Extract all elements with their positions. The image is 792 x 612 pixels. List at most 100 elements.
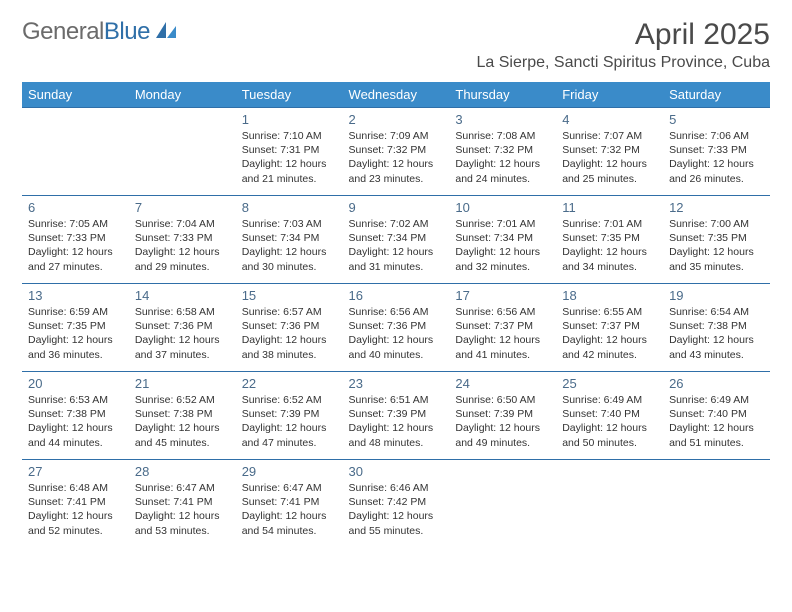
day-number: 4	[562, 112, 657, 127]
sunset-text: Sunset: 7:38 PM	[135, 407, 230, 421]
calendar-body: 1Sunrise: 7:10 AMSunset: 7:31 PMDaylight…	[22, 108, 770, 548]
daylight-text: Daylight: 12 hours and 26 minutes.	[669, 157, 764, 185]
day-info: Sunrise: 6:47 AMSunset: 7:41 PMDaylight:…	[242, 481, 337, 538]
day-info: Sunrise: 7:06 AMSunset: 7:33 PMDaylight:…	[669, 129, 764, 186]
calendar-week: 27Sunrise: 6:48 AMSunset: 7:41 PMDayligh…	[22, 460, 770, 548]
day-info: Sunrise: 7:00 AMSunset: 7:35 PMDaylight:…	[669, 217, 764, 274]
day-header: Thursday	[449, 82, 556, 108]
sunrise-text: Sunrise: 7:03 AM	[242, 217, 337, 231]
day-info: Sunrise: 6:52 AMSunset: 7:38 PMDaylight:…	[135, 393, 230, 450]
day-info: Sunrise: 6:53 AMSunset: 7:38 PMDaylight:…	[28, 393, 123, 450]
day-number: 18	[562, 288, 657, 303]
day-info: Sunrise: 7:01 AMSunset: 7:35 PMDaylight:…	[562, 217, 657, 274]
day-info: Sunrise: 7:03 AMSunset: 7:34 PMDaylight:…	[242, 217, 337, 274]
calendar-day: 19 Sunrise: 6:54 AMSunset: 7:38 PMDayligh…	[663, 284, 770, 372]
daylight-text: Daylight: 12 hours and 49 minutes.	[455, 421, 550, 449]
daylight-text: Daylight: 12 hours and 47 minutes.	[242, 421, 337, 449]
day-number: 24	[455, 376, 550, 391]
brand-name: GeneralBlue	[22, 18, 150, 46]
page-title: April 2025	[477, 18, 770, 52]
calendar-day-empty	[129, 108, 236, 196]
sunrise-text: Sunrise: 7:02 AM	[349, 217, 444, 231]
sunrise-text: Sunrise: 6:55 AM	[562, 305, 657, 319]
sunrise-text: Sunrise: 6:47 AM	[135, 481, 230, 495]
sunrise-text: Sunrise: 7:04 AM	[135, 217, 230, 231]
sunrise-text: Sunrise: 6:52 AM	[135, 393, 230, 407]
sunset-text: Sunset: 7:39 PM	[349, 407, 444, 421]
sunrise-text: Sunrise: 6:50 AM	[455, 393, 550, 407]
day-info: Sunrise: 7:01 AMSunset: 7:34 PMDaylight:…	[455, 217, 550, 274]
sunrise-text: Sunrise: 7:05 AM	[28, 217, 123, 231]
sunset-text: Sunset: 7:31 PM	[242, 143, 337, 157]
day-number: 11	[562, 200, 657, 215]
day-number: 28	[135, 464, 230, 479]
day-number: 22	[242, 376, 337, 391]
day-number: 6	[28, 200, 123, 215]
sunrise-text: Sunrise: 6:56 AM	[349, 305, 444, 319]
sunset-text: Sunset: 7:32 PM	[349, 143, 444, 157]
day-number: 19	[669, 288, 764, 303]
daylight-text: Daylight: 12 hours and 30 minutes.	[242, 245, 337, 273]
day-number: 29	[242, 464, 337, 479]
day-number: 7	[135, 200, 230, 215]
sunset-text: Sunset: 7:33 PM	[669, 143, 764, 157]
sunrise-text: Sunrise: 6:54 AM	[669, 305, 764, 319]
daylight-text: Daylight: 12 hours and 32 minutes.	[455, 245, 550, 273]
calendar-day-empty	[22, 108, 129, 196]
day-info: Sunrise: 7:08 AMSunset: 7:32 PMDaylight:…	[455, 129, 550, 186]
day-number: 14	[135, 288, 230, 303]
sunset-text: Sunset: 7:37 PM	[562, 319, 657, 333]
calendar-day: 18 Sunrise: 6:55 AMSunset: 7:37 PMDayligh…	[556, 284, 663, 372]
day-info: Sunrise: 6:50 AMSunset: 7:39 PMDaylight:…	[455, 393, 550, 450]
day-number: 2	[349, 112, 444, 127]
calendar-day: 4 Sunrise: 7:07 AMSunset: 7:32 PMDaylight…	[556, 108, 663, 196]
daylight-text: Daylight: 12 hours and 55 minutes.	[349, 509, 444, 537]
day-info: Sunrise: 6:56 AMSunset: 7:36 PMDaylight:…	[349, 305, 444, 362]
calendar-day: 8Sunrise: 7:03 AMSunset: 7:34 PMDaylight…	[236, 196, 343, 284]
sunrise-text: Sunrise: 7:10 AM	[242, 129, 337, 143]
calendar-day: 20 Sunrise: 6:53 AMSunset: 7:38 PMDayligh…	[22, 372, 129, 460]
sunrise-text: Sunrise: 7:01 AM	[455, 217, 550, 231]
day-info: Sunrise: 6:52 AMSunset: 7:39 PMDaylight:…	[242, 393, 337, 450]
calendar-day: 25Sunrise: 6:49 AMSunset: 7:40 PMDayligh…	[556, 372, 663, 460]
calendar-day: 17Sunrise: 6:56 AMSunset: 7:37 PMDayligh…	[449, 284, 556, 372]
daylight-text: Daylight: 12 hours and 31 minutes.	[349, 245, 444, 273]
calendar-day: 28Sunrise: 6:47 AMSunset: 7:41 PMDayligh…	[129, 460, 236, 548]
day-info: Sunrise: 6:48 AMSunset: 7:41 PMDaylight:…	[28, 481, 123, 538]
day-info: Sunrise: 6:58 AMSunset: 7:36 PMDaylight:…	[135, 305, 230, 362]
day-header: Sunday	[22, 82, 129, 108]
sunset-text: Sunset: 7:36 PM	[349, 319, 444, 333]
day-number: 12	[669, 200, 764, 215]
daylight-text: Daylight: 12 hours and 36 minutes.	[28, 333, 123, 361]
day-number: 20	[28, 376, 123, 391]
daylight-text: Daylight: 12 hours and 51 minutes.	[669, 421, 764, 449]
calendar-day: 7Sunrise: 7:04 AMSunset: 7:33 PMDaylight…	[129, 196, 236, 284]
calendar-day: 24 Sunrise: 6:50 AMSunset: 7:39 PMDayligh…	[449, 372, 556, 460]
calendar-day: 3Sunrise: 7:08 AMSunset: 7:32 PMDaylight…	[449, 108, 556, 196]
day-number: 26	[669, 376, 764, 391]
day-info: Sunrise: 6:49 AMSunset: 7:40 PMDaylight:…	[669, 393, 764, 450]
sunrise-text: Sunrise: 7:09 AM	[349, 129, 444, 143]
sunrise-text: Sunrise: 6:59 AM	[28, 305, 123, 319]
calendar-day: 29 Sunrise: 6:47 AMSunset: 7:41 PMDayligh…	[236, 460, 343, 548]
calendar-day: 16Sunrise: 6:56 AMSunset: 7:36 PMDayligh…	[343, 284, 450, 372]
daylight-text: Daylight: 12 hours and 24 minutes.	[455, 157, 550, 185]
day-number: 25	[562, 376, 657, 391]
daylight-text: Daylight: 12 hours and 21 minutes.	[242, 157, 337, 185]
daylight-text: Daylight: 12 hours and 40 minutes.	[349, 333, 444, 361]
daylight-text: Daylight: 12 hours and 43 minutes.	[669, 333, 764, 361]
calendar-day-empty	[449, 460, 556, 548]
sunset-text: Sunset: 7:41 PM	[242, 495, 337, 509]
day-info: Sunrise: 6:55 AMSunset: 7:37 PMDaylight:…	[562, 305, 657, 362]
calendar-day: 15Sunrise: 6:57 AMSunset: 7:36 PMDayligh…	[236, 284, 343, 372]
daylight-text: Daylight: 12 hours and 54 minutes.	[242, 509, 337, 537]
calendar-week: 20 Sunrise: 6:53 AMSunset: 7:38 PMDayligh…	[22, 372, 770, 460]
sunrise-text: Sunrise: 7:01 AM	[562, 217, 657, 231]
sunset-text: Sunset: 7:38 PM	[669, 319, 764, 333]
day-info: Sunrise: 7:07 AMSunset: 7:32 PMDaylight:…	[562, 129, 657, 186]
sunset-text: Sunset: 7:41 PM	[135, 495, 230, 509]
calendar-day: 21Sunrise: 6:52 AMSunset: 7:38 PMDayligh…	[129, 372, 236, 460]
day-number: 13	[28, 288, 123, 303]
brand-sail-icon	[154, 20, 178, 45]
sunset-text: Sunset: 7:34 PM	[242, 231, 337, 245]
